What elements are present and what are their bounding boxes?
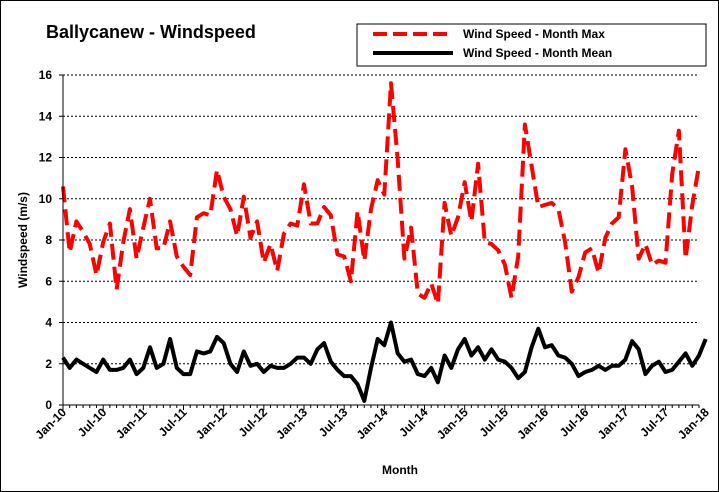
x-tick-label: Jan-16 <box>514 405 551 442</box>
x-tick-label: Jul-13 <box>316 405 351 440</box>
y-tick-label: 6 <box>45 274 52 288</box>
y-tick-label: 0 <box>45 398 52 412</box>
x-axis-ticks: Jan-10 Jul-10 Jan-11 Jul-11 Jan-12 Jul-12 Jan-… <box>32 405 712 442</box>
x-tick-label: Jul-12 <box>236 405 271 440</box>
y-tick-label: 8 <box>45 233 52 247</box>
x-tick-label: Jul-14 <box>396 405 431 440</box>
gridlines <box>63 74 699 365</box>
series-line-month-max <box>61 81 701 306</box>
series-line-month-mean <box>61 320 708 403</box>
y-tick-label: 16 <box>39 68 53 82</box>
x-tick-label: Jan-12 <box>193 405 230 442</box>
y-axis-ticks: 0 2 4 6 8 10 12 14 16 <box>39 68 63 412</box>
x-tick-label: Jan-14 <box>354 405 391 442</box>
x-tick-label: Jan-18 <box>675 405 712 442</box>
x-tick-label: Jul-17 <box>637 405 672 440</box>
x-tick-label: Jan-11 <box>113 405 150 442</box>
x-tick-label: Jan-13 <box>273 405 310 442</box>
x-tick-label: Jul-16 <box>557 405 592 440</box>
y-tick-label: 4 <box>45 316 52 330</box>
x-tick-label: Jan-15 <box>434 405 471 442</box>
y-tick-label: 10 <box>39 192 53 206</box>
chart-title: Ballycanew - Windspeed <box>46 22 256 42</box>
y-tick-label: 2 <box>45 357 52 371</box>
x-tick-label: Jul-15 <box>477 405 512 440</box>
x-tick-label: Jul-10 <box>75 405 110 440</box>
y-tick-label: 12 <box>39 151 53 165</box>
series-group <box>61 81 708 403</box>
legend-label-max: Wind Speed - Month Max <box>463 27 605 41</box>
x-tick-label: Jul-11 <box>156 405 190 439</box>
legend: Wind Speed - Month Max Wind Speed - Mont… <box>356 23 707 67</box>
y-tick-label: 14 <box>39 109 53 123</box>
legend-box <box>356 23 707 67</box>
legend-label-mean: Wind Speed - Month Mean <box>463 46 612 60</box>
y-axis-title: Windspeed (m/s) <box>16 192 30 288</box>
x-axis-title: Month <box>382 463 418 477</box>
x-tick-label: Jan-17 <box>595 405 632 442</box>
